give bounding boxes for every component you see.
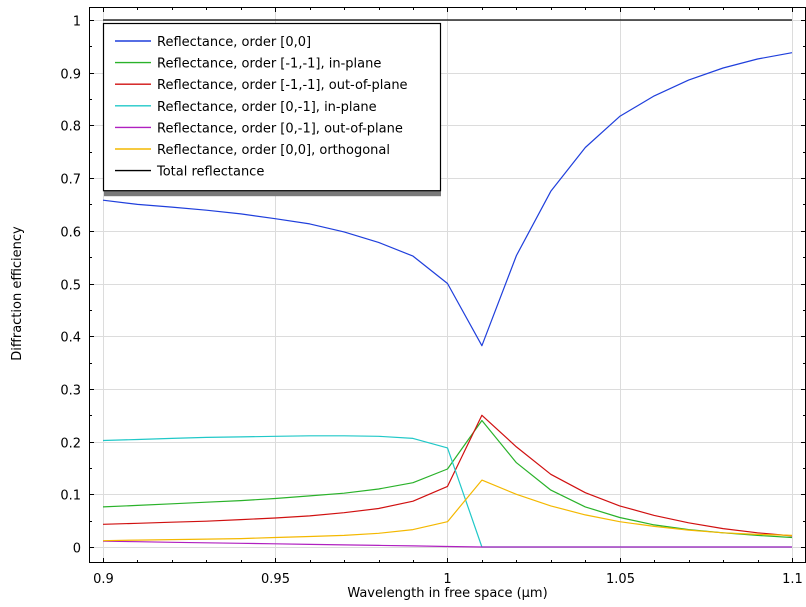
- series-line-5: [102, 479, 793, 542]
- y-tick-label: 0.4: [60, 331, 81, 346]
- x-tick-label: 1: [443, 572, 451, 587]
- legend-label-5: Reflectance, order [0,0], orthogonal: [157, 143, 390, 158]
- axis-ticks: 0 0.1 0.2 0.3 0.4 0.5 0.6 0.7 0.8 0.9 1 0.9 0.95 1 1.0…: [60, 7, 806, 587]
- x-axis-label: Wavelength in free space (µm): [347, 586, 547, 601]
- y-tick-label: 0.2: [60, 437, 81, 452]
- x-tick-label: 0.95: [261, 572, 290, 587]
- legend: Reflectance, order [0,0] Reflectance, ord…: [102, 22, 442, 197]
- series-lines: [102, 19, 793, 548]
- series-line-1: [102, 419, 793, 539]
- legend-box: [102, 22, 442, 192]
- y-axis-label: Diffraction efficiency: [10, 226, 25, 361]
- y-tick-label: 0.3: [60, 384, 81, 399]
- x-tick-label: 1.05: [606, 572, 635, 587]
- y-tick-label: 0.9: [60, 68, 81, 83]
- x-tick-label: 0.9: [93, 572, 114, 587]
- series-line-2: [102, 414, 793, 537]
- legend-label-1: Reflectance, order [-1,-1], in-plane: [157, 57, 381, 72]
- y-tick-label: 1: [73, 15, 81, 30]
- y-tick-label: 0.8: [60, 120, 81, 135]
- legend-label-4: Reflectance, order [0,-1], out-of-plane: [157, 121, 403, 136]
- series-line-0: [102, 52, 793, 347]
- y-tick-label: 0.6: [60, 226, 81, 241]
- y-tick-label: 0.5: [60, 279, 81, 294]
- legend-label-0: Reflectance, order [0,0]: [157, 35, 311, 50]
- series-line-4: [102, 540, 792, 548]
- y-tick-label: 0: [73, 542, 81, 557]
- x-tick-label: 1.1: [782, 572, 803, 587]
- y-tick-label: 0.7: [60, 173, 81, 188]
- legend-label-6: Total reflectance: [156, 165, 264, 180]
- y-tick-label: 0.1: [60, 489, 81, 504]
- legend-label-3: Reflectance, order [0,-1], in-plane: [157, 100, 377, 115]
- legend-label-2: Reflectance, order [-1,-1], out-of-plane: [157, 78, 408, 93]
